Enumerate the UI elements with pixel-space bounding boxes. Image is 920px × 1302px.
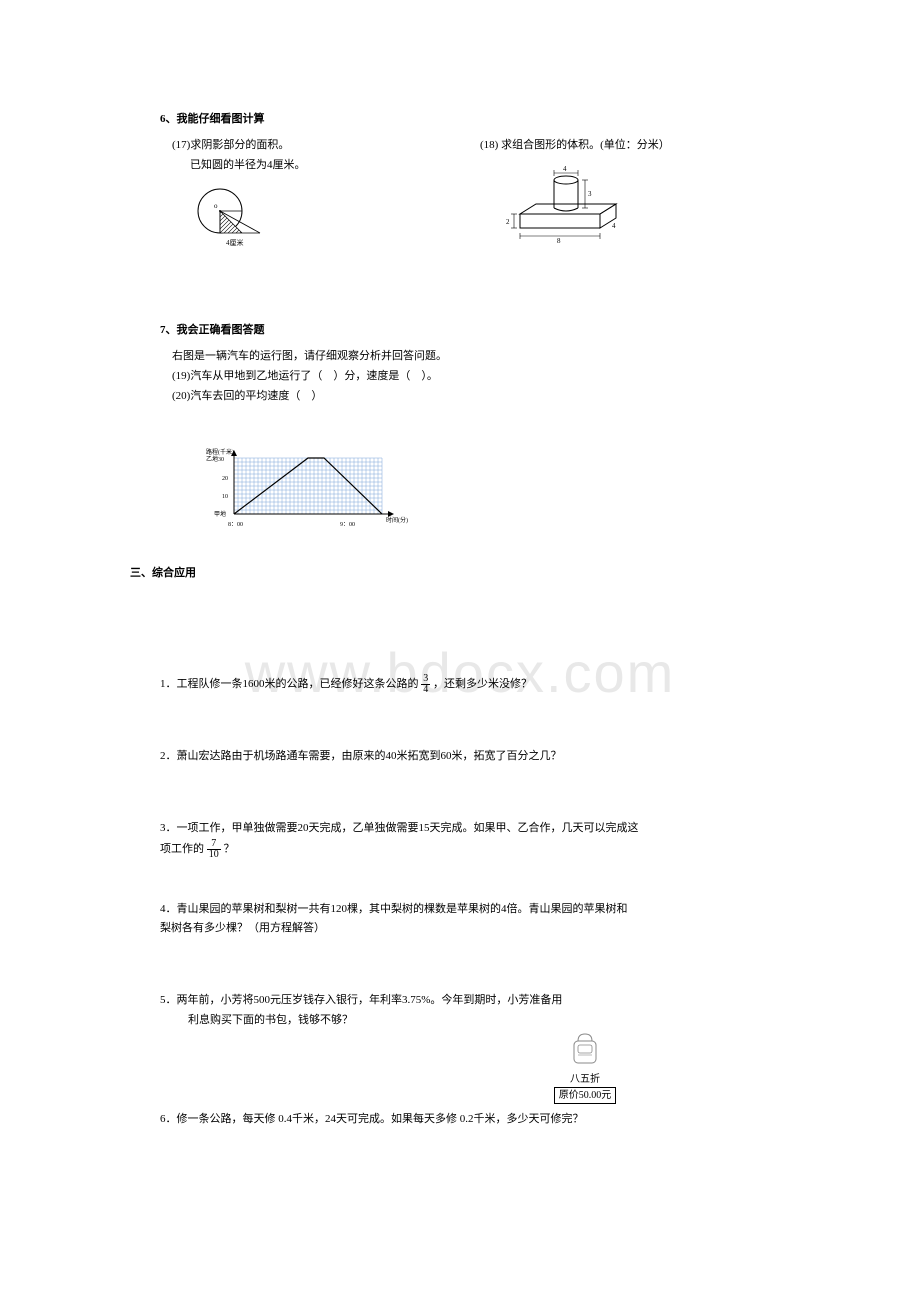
section6-title: 6、我能仔细看图计算 <box>160 110 760 130</box>
x-tick-0: 8：00 <box>228 522 243 528</box>
q17-label: (17)求阴影部分的面积。 <box>172 136 440 156</box>
q6: 6．修一条公路，每天修 0.4千米，24天可完成。如果每天多修 0.2千米，多少… <box>160 1110 760 1130</box>
chart: 路程(千米) 乙地30 20 10 甲地 8：00 9：00 时间(分) <box>200 446 420 536</box>
q4: 4．青山果园的苹果树和梨树一共有120棵，其中梨树的棵数是苹果树的4倍。青山果园… <box>160 900 760 940</box>
q2: 2．萧山宏达路由于机场路通车需要，由原来的40米拓宽到60米，拓宽了百分之几？ <box>160 747 760 767</box>
section3-title: 三、综合应用 <box>130 564 760 584</box>
section7-intro: 右图是一辆汽车的运行图，请仔细观察分析并回答问题。 <box>172 347 760 367</box>
cyl-d: 4 <box>563 165 567 173</box>
q1-text-b: ，还剩多少米没修？ <box>433 678 532 690</box>
y-label: 路程(千米) <box>206 448 234 456</box>
q1-frac: 34 <box>421 674 430 695</box>
box-d: 4 <box>612 222 616 230</box>
y-tick-20: 20 <box>222 476 228 482</box>
cyl-h: 3 <box>588 190 592 198</box>
box-h: 2 <box>506 218 510 226</box>
center-o: o <box>214 202 218 210</box>
q19: (19)汽车从甲地到乙地运行了（ ）分，速度是（ ）。 <box>172 367 760 387</box>
q3-frac: 710 <box>207 839 221 860</box>
q5-line2: 利息购买下面的书包，钱够不够？ <box>188 1011 353 1031</box>
q5-line1: 5．两年前，小芳将500元压岁钱存入银行，年利率3.75%。今年到期时，小芳准备… <box>160 991 760 1011</box>
q4-line1: 4．青山果园的苹果树和梨树一共有120棵，其中梨树的棵数是苹果树的4倍。青山果园… <box>160 900 760 920</box>
q5-price: 原价50.00元 <box>554 1087 617 1104</box>
box-w: 8 <box>557 237 561 244</box>
q3-line1: 3．一项工作，甲单独做需要20天完成，乙单独做需要15天完成。如果甲、乙合作，几… <box>160 819 760 839</box>
radius-label: 4厘米 <box>226 238 244 247</box>
q18-label: (18) 求组合图形的体积。(单位：分米） <box>480 136 760 156</box>
q5-discount: 八五折 <box>410 1072 760 1087</box>
x-label: 时间(分) <box>386 516 408 524</box>
q18-figure: 4 3 8 4 2 <box>500 164 640 244</box>
q17-figure: o 4厘米 <box>190 183 290 253</box>
x-tick-1: 9：00 <box>340 522 355 528</box>
section7-title: 7、我会正确看图答题 <box>160 321 760 341</box>
q3-line2b: ？ <box>224 843 235 855</box>
page-content: 6、我能仔细看图计算 (17)求阴影部分的面积。 已知圆的半径为4厘米。 <box>0 0 920 1190</box>
q3-line2a: 项工作的 <box>160 843 204 855</box>
q1: 1．工程队修一条1600米的公路，已经修好这条公路的 34 ，还剩多少米没修？ <box>160 674 760 695</box>
q5: 5．两年前，小芳将500元压岁钱存入银行，年利率3.75%。今年到期时，小芳准备… <box>160 991 760 1104</box>
q3: 3．一项工作，甲单独做需要20天完成，乙单独做需要15天完成。如果甲、乙合作，几… <box>160 819 760 860</box>
q20: (20)汽车去回的平均速度（ ） <box>172 387 760 407</box>
q1-text-a: 1．工程队修一条1600米的公路，已经修好这条公路的 <box>160 678 419 690</box>
q4-line2: 梨树各有多少棵？（用方程解答） <box>160 919 760 939</box>
y-bottom: 甲地 <box>214 510 226 518</box>
q17-sub: 已知圆的半径为4厘米。 <box>190 156 440 176</box>
bag-icon <box>568 1031 602 1067</box>
y-top: 乙地30 <box>206 455 224 463</box>
y-tick-10: 10 <box>222 494 228 500</box>
